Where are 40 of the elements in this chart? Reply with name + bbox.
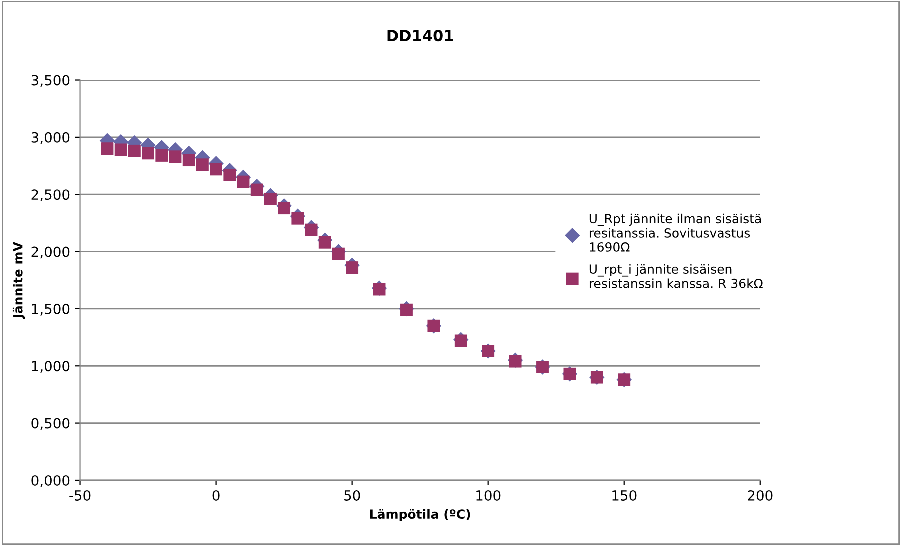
legend-label: U_Rpt jännite ilman sisäistä resitanssia. Sovitusvastus 1690Ω (590, 214, 762, 252)
point (509, 355, 522, 368)
x-tick-label: 100 (476, 490, 501, 501)
chart-title: DD1401 (388, 30, 454, 42)
y-tick-label: 3,500 (32, 75, 70, 88)
point (400, 304, 413, 316)
point (278, 202, 291, 215)
point (142, 147, 154, 160)
y-tick-label: 0,500 (32, 418, 70, 430)
x-axis-title: Lämpötila (ºC) (370, 509, 470, 522)
point (292, 212, 304, 225)
point (169, 150, 182, 164)
x-tick-label: -50 (70, 490, 91, 501)
x-tick-label: 50 (344, 490, 360, 501)
point (114, 144, 128, 156)
x-tick-label: 150 (612, 490, 637, 501)
y-tick-label: 2,500 (32, 190, 70, 202)
x-tick-label: 200 (748, 490, 773, 501)
point (346, 262, 359, 274)
point (196, 158, 209, 172)
x-tick-label: 0 (212, 490, 220, 501)
y-axis-title: Jännite mV (12, 242, 26, 320)
point (250, 184, 264, 196)
y-tick-label: 1,500 (32, 304, 70, 316)
y-tick-label: 2,000 (32, 246, 70, 259)
point (182, 154, 196, 167)
point (210, 163, 223, 176)
y-tick-label: 1,000 (32, 361, 70, 374)
point (128, 144, 141, 158)
point (305, 224, 318, 236)
point (156, 150, 168, 162)
point (332, 248, 345, 260)
point (318, 236, 332, 249)
point (264, 192, 277, 206)
y-tick-label: 0,000 (32, 475, 70, 488)
y-tick-label: 3,000 (32, 132, 70, 144)
point (101, 142, 114, 156)
point (237, 176, 250, 188)
legend-label: U_rpt_i jännite sisäisen resistanssin kanssa. R 36kΩ (590, 264, 763, 288)
point (224, 168, 236, 182)
